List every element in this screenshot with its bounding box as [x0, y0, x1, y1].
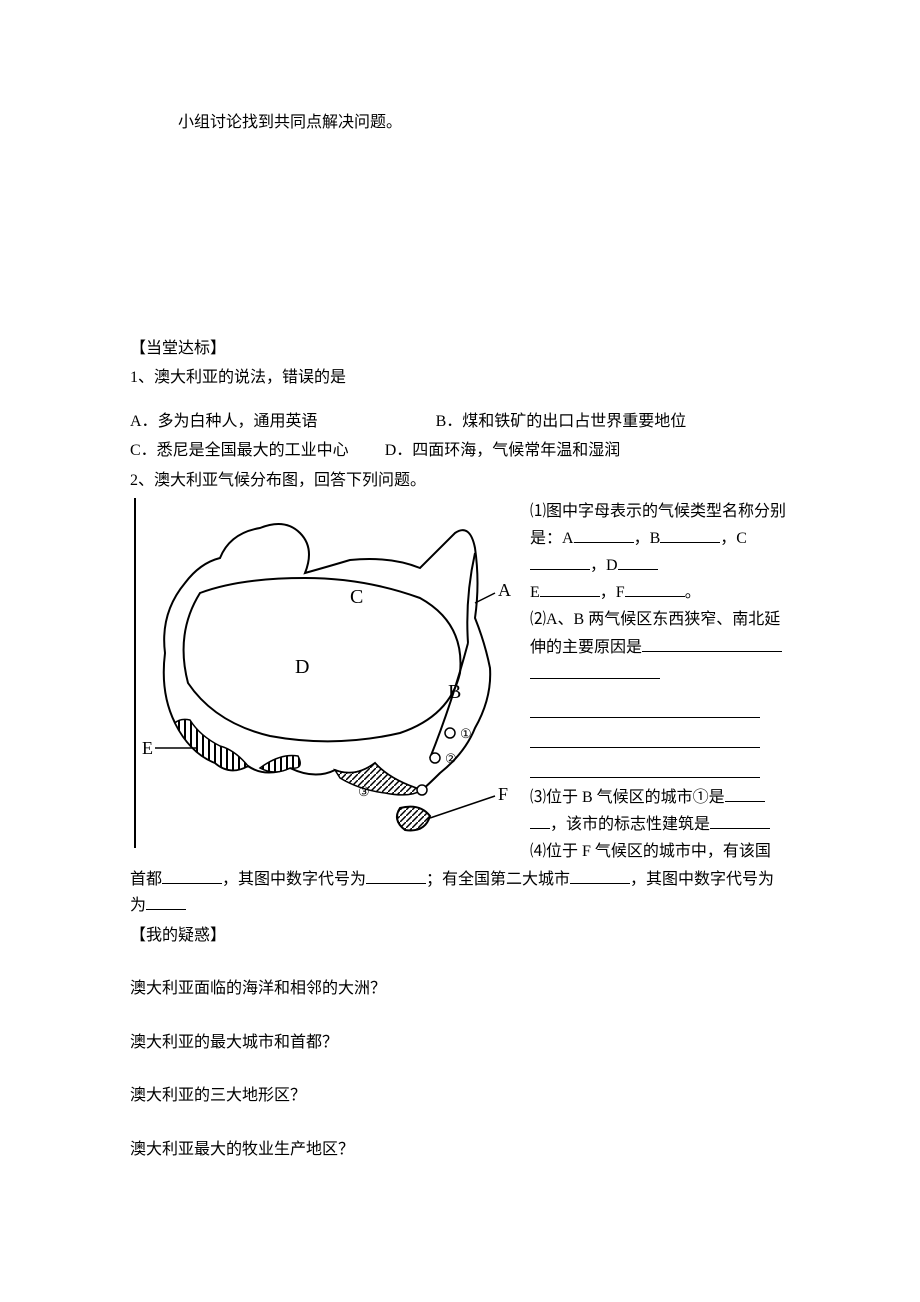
australia-map: C D A B E F ① ② ③	[130, 498, 520, 857]
q2-below-mid: ，其图中数字代号为	[222, 871, 366, 888]
q1-option-c: C．悉尼是全国最大的工业中心	[130, 442, 349, 459]
q2-p1-period: 。	[685, 584, 701, 601]
q2-side-text: ⑴图中字母表示的气候类型名称分别是：A，B，C ，D E，F。 ⑵A、B 两气候…	[530, 498, 790, 866]
q2-p2-blank2	[530, 694, 760, 718]
q2-below-map-line2: 为	[130, 893, 790, 919]
map-label-e: E	[142, 738, 153, 758]
intro-line: 小组讨论找到共同点解决问题。	[130, 110, 790, 136]
q2-below-cap: 首都	[130, 871, 162, 888]
q2-p1-b: ，B	[634, 530, 661, 547]
q2-below-tail: ，其图中数字代号为	[630, 871, 774, 888]
q2-p1-c: ，C	[720, 530, 747, 547]
q2-p3a: ⑶位于 B 气候区的城市①是	[530, 789, 725, 806]
q2-p2-blank1	[530, 663, 660, 679]
map-and-questions-row: C D A B E F ① ② ③ ⑴图中字母表示的气候类型名称分别是：A，B，…	[130, 498, 790, 866]
doubt-q1: 澳大利亚面临的海洋和相邻的大洲？	[130, 976, 790, 1002]
q2-intro: 2、澳大利亚气候分布图，回答下列问题。	[130, 468, 790, 494]
q2-part2: ⑵A、B 两气候区东西狭窄、南北延伸的主要原因是	[530, 606, 790, 660]
q2-p2-blank4	[530, 754, 760, 778]
map-marker-2: ②	[445, 751, 457, 766]
section-heading: 【当堂达标】	[130, 336, 790, 362]
map-marker-1: ①	[460, 726, 472, 741]
q2-p1-f: ，F	[600, 584, 625, 601]
map-label-a: A	[498, 580, 511, 600]
q2-part1-line3: E ，F 。	[530, 579, 790, 606]
q2-p1-d: ，D	[590, 557, 618, 574]
doubt-q2: 澳大利亚的最大城市和首都？	[130, 1030, 790, 1056]
doubt-q3: 澳大利亚的三大地形区？	[130, 1083, 790, 1109]
q1-stem: 1、澳大利亚的说法，错误的是	[130, 365, 790, 391]
q2-part4: ⑷位于 F 气候区的城市中，有该国	[530, 838, 790, 865]
q1-option-d: D．四面环海，气候常年温和湿润	[385, 442, 621, 459]
q2-below-map: 首都 ，其图中数字代号为 ；有全国第二大城市 ，其图中数字代号为	[130, 867, 790, 893]
q2-p2-blank3	[530, 724, 760, 748]
q1-options-row2: C．悉尼是全国最大的工业中心 D．四面环海，气候常年温和湿润	[130, 438, 790, 464]
map-label-d: D	[295, 656, 309, 678]
q2-part1-line2: ，D	[530, 552, 790, 579]
q1-option-b: B．煤和铁矿的出口占世界重要地位	[436, 413, 687, 430]
q1-options-row1: A．多为白种人，通用英语 B．煤和铁矿的出口占世界重要地位	[130, 409, 790, 435]
map-svg: C D A B E F ① ② ③	[130, 498, 520, 848]
q2-part3: ⑶位于 B 气候区的城市①是	[530, 784, 790, 811]
doubt-heading: 【我的疑惑】	[130, 923, 790, 949]
q2-part1: ⑴图中字母表示的气候类型名称分别是：A，B，C	[530, 498, 790, 552]
map-label-f: F	[498, 784, 508, 804]
q2-below-semi: ；有全国第二大城市	[426, 871, 570, 888]
doubt-q4: 澳大利亚最大的牧业生产地区？	[130, 1137, 790, 1163]
map-label-b: B	[448, 681, 461, 703]
q2-part3b: ，该市的标志性建筑是	[530, 811, 790, 838]
map-label-c: C	[350, 586, 363, 608]
q2-p4a: ⑷位于 F 气候区的城市中，有该国	[530, 843, 771, 860]
q2-p3b-text: ，该市的标志性建筑是	[550, 816, 710, 833]
map-marker-3: ③	[358, 784, 370, 799]
q1-option-a: A．多为白种人，通用英语	[130, 413, 318, 430]
q2-p1-e: E	[530, 584, 540, 601]
